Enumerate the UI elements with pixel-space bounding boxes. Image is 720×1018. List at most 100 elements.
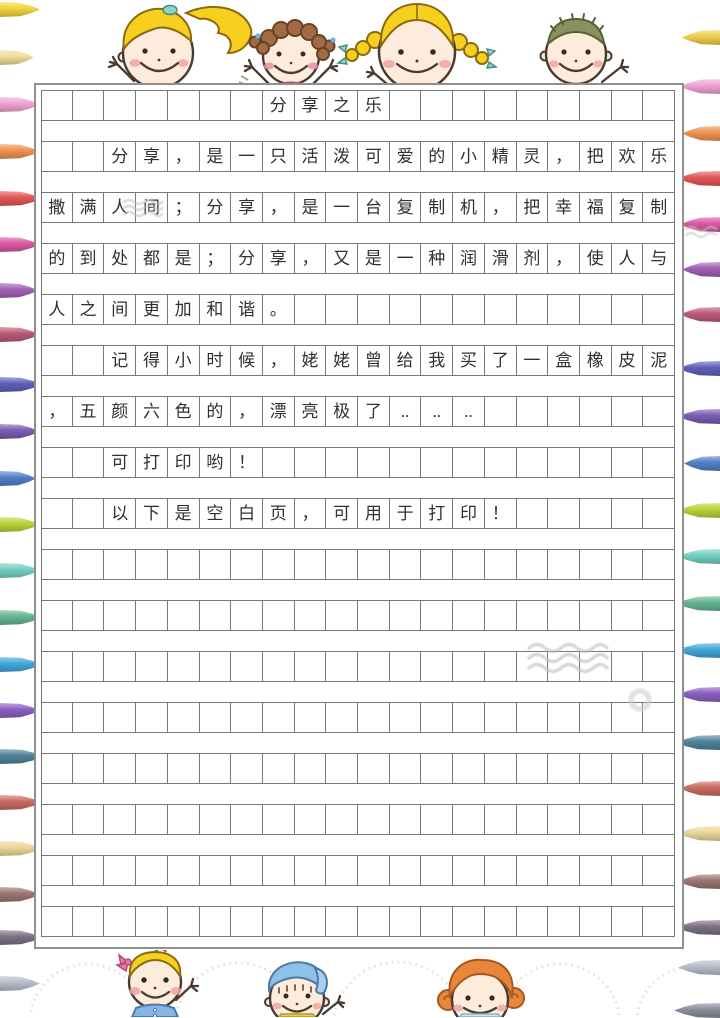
grid-cell: 都 <box>136 243 168 274</box>
crayon-left-10 <box>0 424 40 439</box>
grid-cell <box>643 447 676 478</box>
grid-cell: 到 <box>72 243 105 274</box>
grid-cell: 姥 <box>326 345 359 376</box>
grid-cell <box>104 906 137 937</box>
grid-cell <box>167 549 200 580</box>
grid-cell: 一 <box>231 141 263 172</box>
crayon-right-7 <box>680 307 720 322</box>
cartoon-girl-orange-curly <box>437 958 525 1017</box>
grid-cell <box>262 855 295 886</box>
grid-cell: ！ <box>484 498 517 529</box>
grid-row: 记得小时候，姥姥曾给我买了一盒橡皮泥 <box>41 345 676 376</box>
grid-row <box>41 702 676 733</box>
grid-cell: 的 <box>199 396 232 427</box>
grid-cell <box>484 804 517 835</box>
grid-cell <box>389 702 422 733</box>
grid-cell <box>358 855 390 886</box>
grid-cell <box>484 549 517 580</box>
grid-cell: 盒 <box>548 345 580 376</box>
crayon-left-12 <box>0 517 40 532</box>
grid-row-spacer <box>41 784 675 804</box>
grid-row-spacer <box>41 223 675 243</box>
cartoon-girl-braids <box>336 2 498 92</box>
crayon-right-15 <box>678 687 720 702</box>
grid-row-spacer <box>41 835 675 855</box>
grid-cell <box>358 702 390 733</box>
grid-cell <box>199 906 232 937</box>
grid-cell: 是 <box>199 141 232 172</box>
grid-cell <box>294 753 327 784</box>
grid-cell <box>548 498 580 529</box>
grid-cell <box>421 549 454 580</box>
grid-cell <box>136 855 168 886</box>
grid-cell: 人 <box>611 243 644 274</box>
grid-row <box>41 600 676 631</box>
grid-cell: 满 <box>72 192 105 223</box>
grid-row-spacer <box>41 733 675 753</box>
grid-cell <box>199 600 232 631</box>
crayon-right-12 <box>678 549 720 564</box>
grid-cell: ； <box>199 243 232 274</box>
grid-row <box>41 549 676 580</box>
grid-row-spacer <box>41 580 675 600</box>
grid-cell: .. <box>421 396 454 427</box>
grid-cell: 精 <box>484 141 517 172</box>
grid-cell <box>199 753 232 784</box>
grid-cell: 漂 <box>262 396 295 427</box>
grid-cell <box>611 498 644 529</box>
crayon-right-1 <box>682 30 720 45</box>
grid-cell: 把 <box>579 141 612 172</box>
grid-cell <box>389 294 422 325</box>
composition-grid-paper: 分享之乐分享，是一只活泼可爱的小精灵，把欢乐撒满人间；分享，是一台复制机，把幸福… <box>34 83 684 949</box>
grid-cell <box>326 600 359 631</box>
grid-row-spacer <box>41 631 675 651</box>
grid-row: 分享，是一只活泼可爱的小精灵，把欢乐 <box>41 141 676 172</box>
grid-cell <box>231 90 263 121</box>
grid-cell: 时 <box>199 345 232 376</box>
grid-cell: 是 <box>167 243 200 274</box>
grid-cell <box>294 600 327 631</box>
grid-cell <box>579 447 612 478</box>
crayon-left-18 <box>0 795 42 810</box>
grid-cell <box>579 804 612 835</box>
crayon-left-8 <box>0 327 40 342</box>
grid-cell: 乐 <box>643 141 676 172</box>
grid-cell <box>484 600 517 631</box>
grid-cell: 姥 <box>294 345 327 376</box>
crayon-right-11 <box>678 503 720 518</box>
grid-cell <box>41 702 73 733</box>
grid-cell <box>136 753 168 784</box>
grid-cell: 泥 <box>643 345 676 376</box>
grid-cell <box>72 702 105 733</box>
grid-cell <box>453 804 485 835</box>
grid-cell <box>516 651 549 682</box>
grid-cell <box>104 702 137 733</box>
grid-cell <box>41 753 73 784</box>
grid-cell <box>548 396 580 427</box>
grid-cell <box>643 651 676 682</box>
grid-cell <box>611 447 644 478</box>
grid-cell: 六 <box>136 396 168 427</box>
crayon-left-1 <box>0 2 40 17</box>
grid-cell <box>167 600 200 631</box>
grid-cell: 爱 <box>389 141 422 172</box>
crayon-left-2 <box>0 50 34 65</box>
grid-cell: 分 <box>104 141 137 172</box>
grid-cell <box>453 90 485 121</box>
grid-row: 以下是空白页，可用于打印！ <box>41 498 676 529</box>
grid-row <box>41 651 676 682</box>
grid-cell: 用 <box>358 498 390 529</box>
grid-cell <box>72 600 105 631</box>
grid-cell <box>358 906 390 937</box>
grid-row-spacer <box>41 478 675 498</box>
grid-cell <box>72 498 105 529</box>
grid-cell <box>326 906 359 937</box>
grid-cell <box>136 90 168 121</box>
grid-cell <box>389 804 422 835</box>
grid-row-spacer <box>41 274 675 294</box>
grid-cell: 印 <box>167 447 200 478</box>
grid-cell <box>104 753 137 784</box>
grid-cell <box>262 804 295 835</box>
grid-cell <box>421 90 454 121</box>
grid-cell <box>358 447 390 478</box>
